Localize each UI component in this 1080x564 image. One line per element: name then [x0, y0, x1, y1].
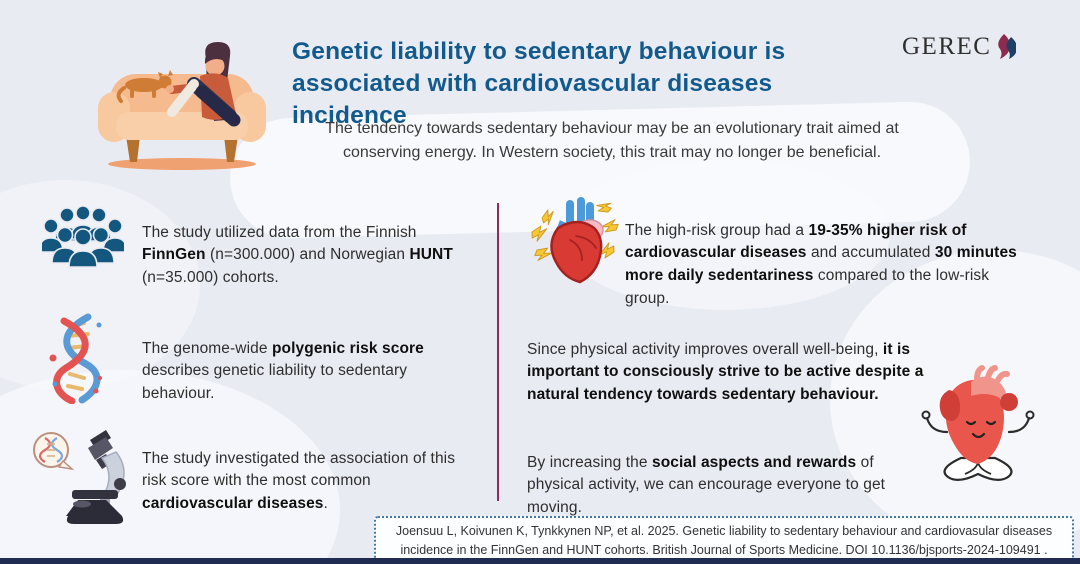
- dna-icon: [49, 313, 102, 404]
- woman-on-couch-illustration: [98, 42, 266, 170]
- bottom-accent-bar: [0, 558, 1080, 564]
- gerec-logo-text: GEREC: [902, 33, 992, 60]
- fact-cohorts: The study utilized data from the Finnish…: [142, 223, 453, 287]
- fact-strive-active: Since physical activity improves overall…: [527, 340, 924, 404]
- cat-illustration: [116, 70, 173, 103]
- citation-text: Joensuu L, Koivunen K, Tynkkynen NP, et …: [395, 524, 1053, 557]
- page-title-line1: Genetic liability to sedentary behaviour…: [292, 38, 786, 65]
- crowd-icon: [42, 206, 124, 268]
- column-divider: [497, 203, 499, 501]
- fact-social-rewards: By increasing the social aspects and rew…: [527, 453, 886, 517]
- microscope-icon: [33, 430, 126, 524]
- page-title-line2: associated with cardiovascular diseases …: [292, 69, 773, 129]
- page-subtitle-line1: The tendency towards sedentary behaviour…: [325, 120, 899, 137]
- gerec-flame-icon: [998, 34, 1017, 59]
- beating-heart-icon: [531, 197, 619, 284]
- fact-polygenic-score: The genome-wide polygenic risk score des…: [142, 339, 424, 403]
- fact-risk-results: The high-risk group had a 19-35% higher …: [625, 221, 1017, 307]
- background-cloud: [560, 160, 890, 310]
- woman-illustration: [166, 42, 241, 127]
- page-subtitle-line2: conserving energy. In Western society, t…: [342, 144, 882, 161]
- fact-investigation: The study investigated the association o…: [142, 449, 456, 513]
- meditating-heart-illustration: [921, 365, 1035, 481]
- page-title: Genetic liability to sedentary behaviour…: [292, 36, 892, 132]
- page-subtitle: The tendency towards sedentary behaviour…: [278, 117, 946, 165]
- gerec-logo: GEREC: [902, 33, 1017, 63]
- citation-box: Joensuu L, Koivunen K, Tynkkynen NP, et …: [374, 516, 1074, 564]
